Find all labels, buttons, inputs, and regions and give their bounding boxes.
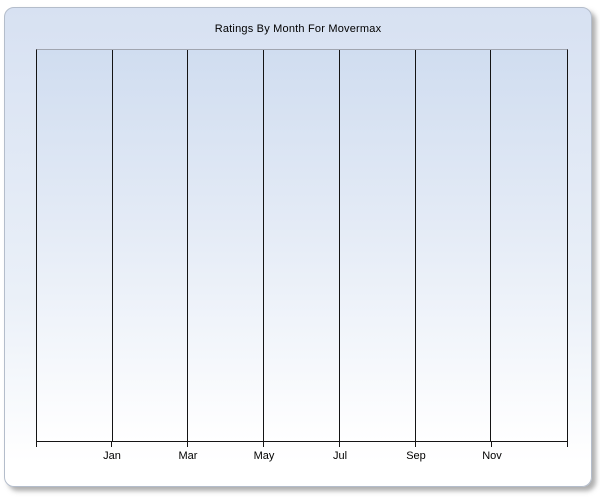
x-gridline-3 — [263, 50, 265, 441]
chart-panel: Ratings By Month For Movermax Jan Mar May J… — [4, 7, 592, 487]
x-gridline-5 — [414, 50, 416, 441]
x-tick-label-nov: Nov — [482, 450, 502, 462]
x-tick-label-mar: Mar — [178, 450, 198, 462]
x-gridline-1 — [111, 50, 113, 441]
x-tick-label-jul: Jul — [332, 450, 348, 462]
x-tick-5 — [415, 442, 416, 447]
x-tick-2 — [187, 442, 188, 447]
x-tick-label-may: May — [253, 450, 275, 462]
chart-title: Ratings By Month For Movermax — [214, 23, 382, 35]
x-axis-ticks — [36, 442, 568, 447]
x-tick-label-sep: Sep — [406, 450, 426, 462]
x-gridline-2 — [187, 50, 189, 441]
x-tick-6 — [491, 442, 492, 447]
plot-area — [36, 49, 568, 442]
x-tick-0 — [36, 442, 37, 447]
x-tick-3 — [263, 442, 264, 447]
x-gridline-6 — [490, 50, 492, 441]
x-tick-label-jan: Jan — [103, 450, 121, 462]
x-tick-4 — [339, 442, 340, 447]
x-tick-7 — [567, 442, 568, 447]
x-axis-labels: Jan Mar May Jul Sep Nov — [36, 450, 568, 464]
x-tick-1 — [111, 442, 112, 447]
x-gridline-4 — [338, 50, 340, 441]
